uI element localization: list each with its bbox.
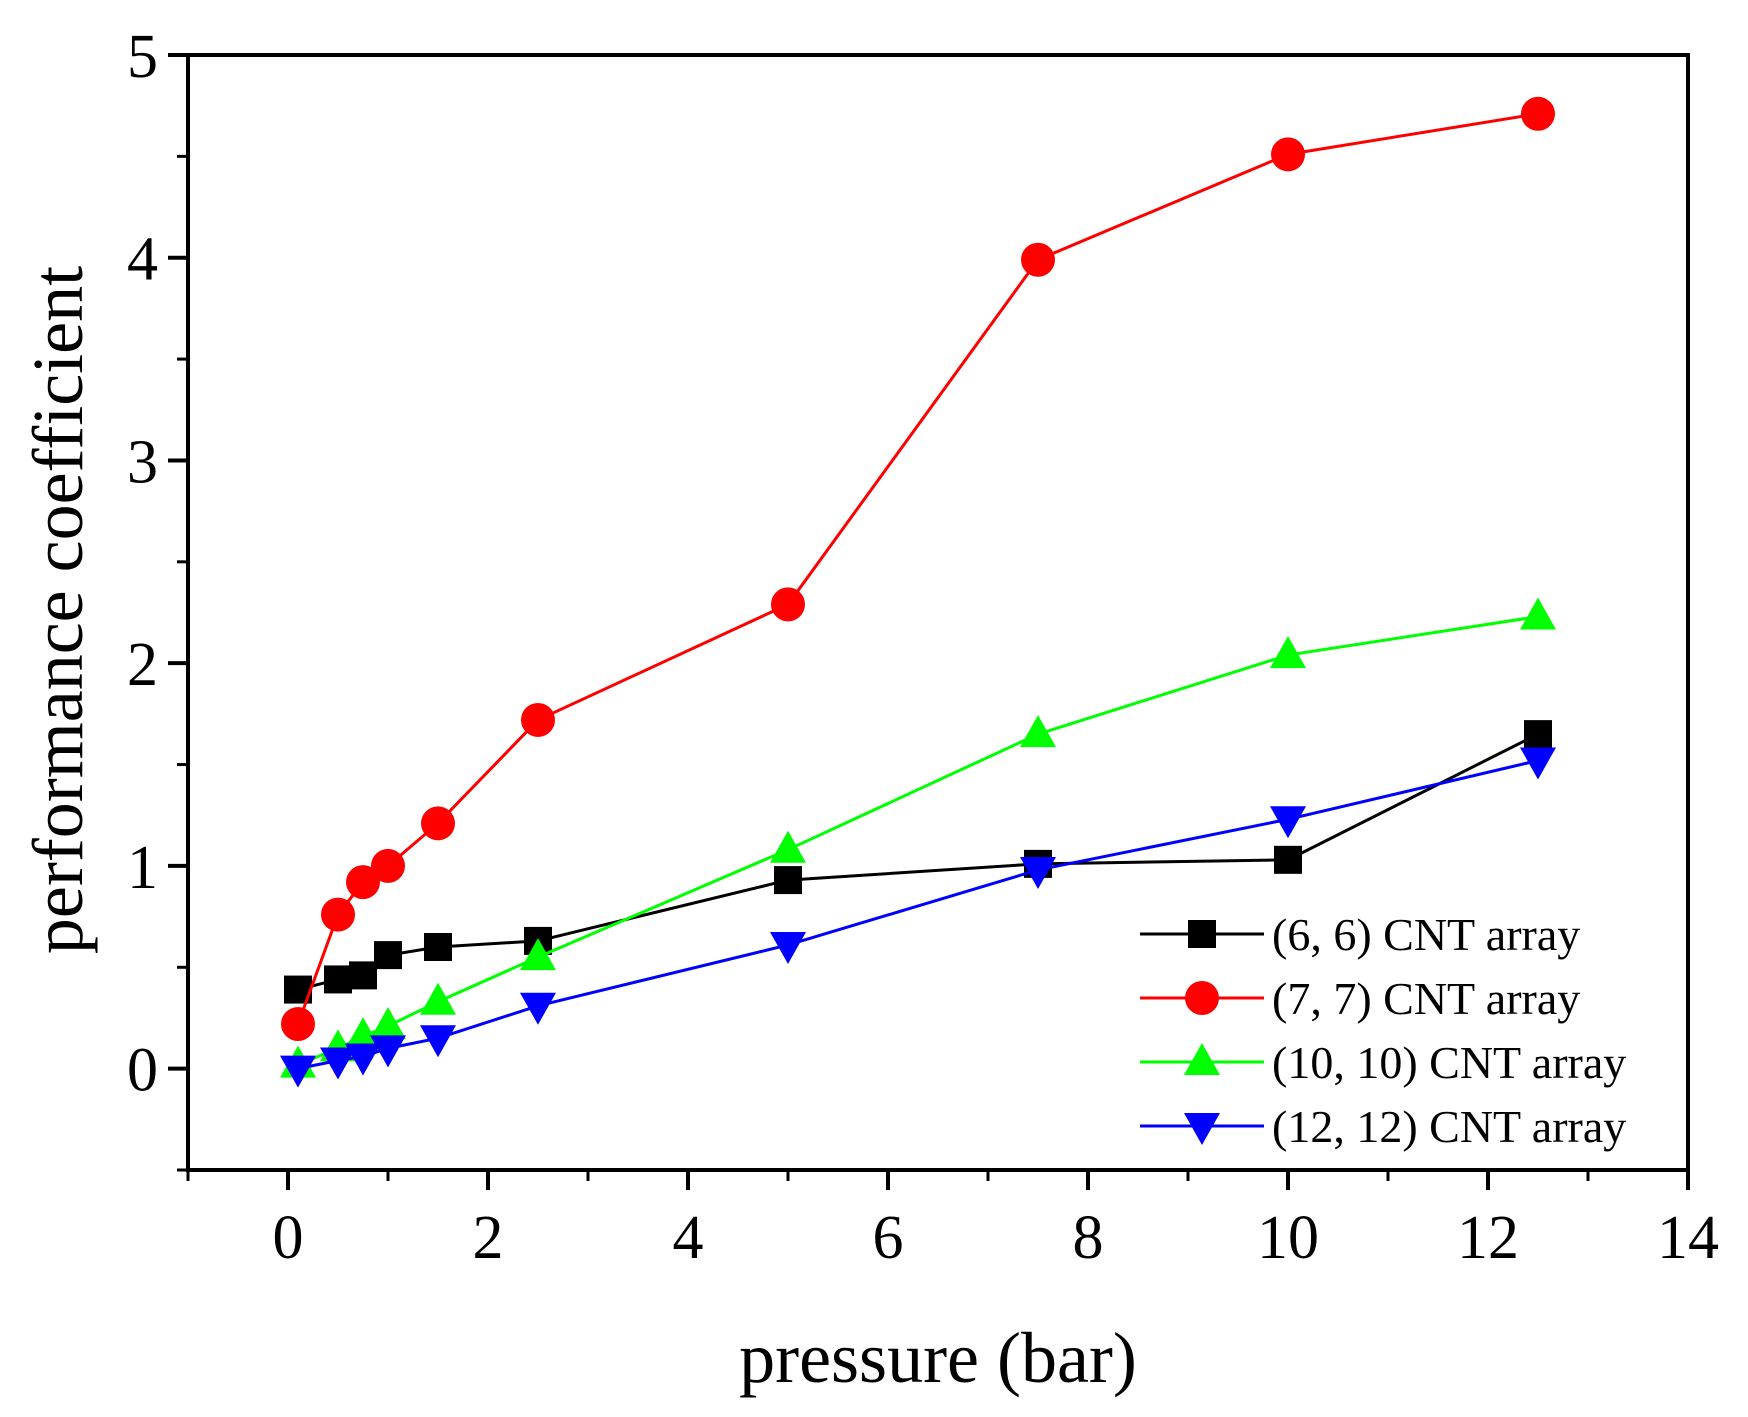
data-point — [370, 1007, 406, 1040]
series-layer — [280, 96, 1556, 1088]
data-point — [345, 1043, 381, 1076]
y-tick-label: 3 — [127, 428, 158, 496]
y-tick-label: 1 — [127, 834, 158, 902]
legend-marker — [1185, 981, 1219, 1015]
data-point — [770, 931, 806, 964]
data-point — [324, 965, 352, 994]
x-tick-label: 8 — [1073, 1204, 1104, 1272]
legend-label: (12, 12) CNT array — [1272, 1101, 1626, 1152]
data-point — [374, 941, 402, 970]
data-point — [1021, 242, 1055, 277]
x-tick-label: 6 — [873, 1204, 904, 1272]
data-point — [1521, 96, 1555, 131]
plot-frame — [186, 53, 1690, 1172]
series-3 — [280, 747, 1556, 1088]
series-line — [296, 112, 1539, 1025]
legend-marker — [1184, 1113, 1220, 1145]
data-point — [770, 830, 806, 863]
data-point — [520, 992, 556, 1025]
data-point — [1524, 720, 1552, 749]
data-point — [520, 938, 556, 971]
legend-marker — [1184, 1043, 1220, 1075]
x-axis-title: pressure (bar) — [739, 1318, 1137, 1398]
series-line — [297, 759, 1539, 1071]
data-point — [345, 1017, 381, 1050]
data-point — [420, 1025, 456, 1058]
legend-entry-2: (10, 10) CNT array — [1140, 1037, 1626, 1088]
data-point — [321, 897, 355, 932]
data-point — [1020, 715, 1056, 748]
x-tick-label: 14 — [1657, 1204, 1719, 1272]
data-point — [771, 587, 805, 622]
data-point — [1520, 597, 1556, 630]
data-point — [1270, 806, 1306, 839]
y-tick-label: 5 — [127, 23, 158, 91]
legend: (6, 6) CNT array (7, 7) CNT array (10, 10)… — [1140, 909, 1626, 1152]
x-tick-label: 4 — [673, 1204, 704, 1272]
data-point — [320, 1047, 356, 1080]
plot-area — [186, 53, 1690, 1172]
y-tick-label: 0 — [127, 1037, 158, 1105]
x-tick-label: 12 — [1457, 1204, 1519, 1272]
data-point — [370, 1035, 406, 1068]
data-point — [346, 865, 380, 900]
legend-entry-3: (12, 12) CNT array — [1140, 1101, 1626, 1152]
data-point — [1271, 137, 1305, 172]
legend-entry-1: (7, 7) CNT array — [1140, 973, 1580, 1024]
legend-marker — [1188, 920, 1216, 948]
data-point — [521, 702, 555, 737]
data-point — [1520, 747, 1556, 780]
data-point — [281, 1007, 315, 1042]
data-point — [1020, 856, 1056, 889]
data-point — [774, 866, 802, 895]
data-point — [424, 933, 452, 961]
x-tick-label: 0 — [273, 1204, 304, 1272]
y-axis-title: performance coefficient — [18, 266, 98, 954]
x-tick-label: 10 — [1257, 1204, 1319, 1272]
legend-label: (10, 10) CNT array — [1272, 1037, 1626, 1088]
x-tick-label: 2 — [473, 1204, 504, 1272]
y-tick-label: 4 — [127, 226, 158, 294]
data-point — [349, 961, 377, 990]
series-1 — [281, 96, 1555, 1042]
data-point — [420, 982, 456, 1015]
data-point — [421, 806, 455, 841]
legend-label: (7, 7) CNT array — [1272, 973, 1580, 1024]
data-point — [371, 848, 405, 883]
data-point — [1274, 845, 1302, 874]
data-point — [1270, 636, 1306, 669]
legend-label: (6, 6) CNT array — [1272, 909, 1580, 960]
legend-entry-0: (6, 6) CNT array — [1140, 909, 1580, 960]
series-0 — [284, 720, 1552, 1004]
data-point — [280, 1055, 316, 1088]
y-tick-label: 2 — [127, 631, 158, 699]
